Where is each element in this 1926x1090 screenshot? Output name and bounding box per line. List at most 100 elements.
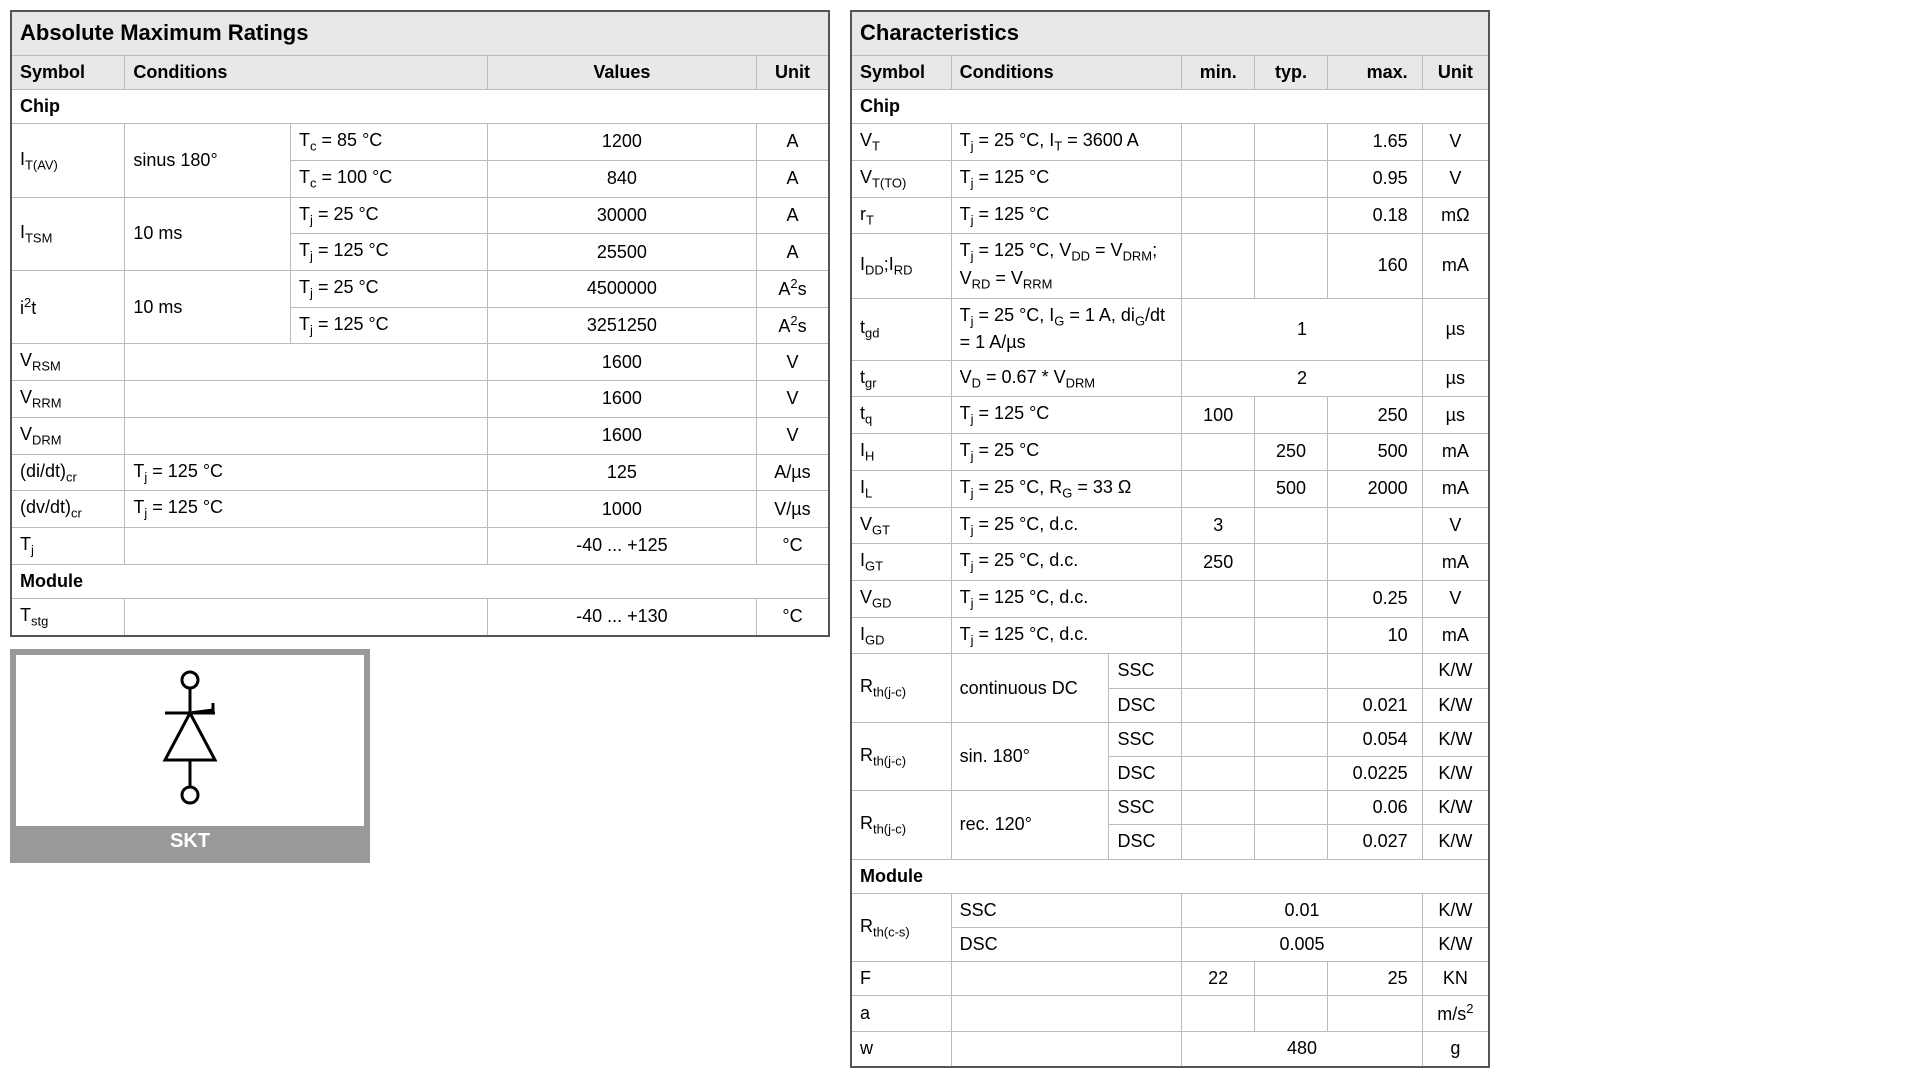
amr-row: ITSM10 msTj = 25 °C30000A <box>11 197 829 234</box>
char-row: IDD;IRDTj = 125 °C, VDD = VDRM; VRD = VR… <box>851 234 1489 298</box>
amr-symbol: (di/dt)cr <box>11 454 125 491</box>
amr-cond <box>125 344 487 381</box>
amr-title: Absolute Maximum Ratings <box>11 11 829 55</box>
char-symbol: F <box>851 962 951 996</box>
char-unit: K/W <box>1422 688 1489 722</box>
char-cond: Tj = 25 °C, d.c. <box>951 544 1182 581</box>
char-max: 0.054 <box>1327 722 1422 756</box>
char-h-symbol: Symbol <box>851 55 951 89</box>
char-unit: V <box>1422 580 1489 617</box>
char-row: VTTj = 25 °C, IT = 3600 A1.65V <box>851 124 1489 161</box>
amr-symbol: VRSM <box>11 344 125 381</box>
char-cond: Tj = 125 °C, d.c. <box>951 617 1182 654</box>
amr-value: 1200 <box>487 124 756 161</box>
char-max <box>1327 544 1422 581</box>
char-symbol: w <box>851 1032 951 1067</box>
char-cond2: SSC <box>1109 722 1182 756</box>
char-unit: V <box>1422 507 1489 544</box>
amr-unit: A2s <box>756 307 829 344</box>
amr-unit: A <box>756 124 829 161</box>
amr-unit: A <box>756 197 829 234</box>
char-title: Characteristics <box>851 11 1489 55</box>
char-cond1: sin. 180° <box>951 722 1109 790</box>
char-value-merged: 1 <box>1182 298 1422 360</box>
char-unit: µs <box>1422 360 1489 397</box>
char-cond2: SSC <box>1109 791 1182 825</box>
amr-unit: V <box>756 417 829 454</box>
char-max: 1.65 <box>1327 124 1422 161</box>
amr-cond2: Tj = 125 °C <box>291 234 488 271</box>
amr-value: 1600 <box>487 381 756 418</box>
char-typ <box>1255 617 1328 654</box>
amr-symbol: IT(AV) <box>11 124 125 197</box>
char-typ <box>1255 197 1328 234</box>
char-row: tgrVD = 0.67 * VDRM2µs <box>851 360 1489 397</box>
char-cond2: DSC <box>1109 756 1182 790</box>
amr-value: 1600 <box>487 417 756 454</box>
char-typ <box>1255 996 1328 1032</box>
characteristics-table: Characteristics Symbol Conditions min. t… <box>850 10 1490 1068</box>
char-min <box>1182 234 1255 298</box>
amr-value: 4500000 <box>487 271 756 308</box>
char-row: IHTj = 25 °C250500mA <box>851 434 1489 471</box>
char-typ: 250 <box>1255 434 1328 471</box>
amr-cond <box>125 381 487 418</box>
char-min <box>1182 654 1255 688</box>
char-max: 0.25 <box>1327 580 1422 617</box>
amr-value: 25500 <box>487 234 756 271</box>
amr-unit: A <box>756 160 829 197</box>
char-cond: SSC <box>951 893 1182 927</box>
char-unit: m/s2 <box>1422 996 1489 1032</box>
amr-symbol: ITSM <box>11 197 125 270</box>
amr-row: IT(AV)sinus 180°Tc = 85 °C1200A <box>11 124 829 161</box>
char-cond1: continuous DC <box>951 654 1109 722</box>
amr-cond1: 10 ms <box>125 271 291 344</box>
char-cond: Tj = 125 °C <box>951 397 1182 434</box>
amr-value: 30000 <box>487 197 756 234</box>
char-max: 250 <box>1327 397 1422 434</box>
amr-section-chip: Chip <box>11 89 829 123</box>
amr-unit: A2s <box>756 271 829 308</box>
amr-h-unit: Unit <box>756 55 829 89</box>
char-symbol: tgr <box>851 360 951 397</box>
amr-value: -40 ... +125 <box>487 528 756 565</box>
char-symbol: VT(TO) <box>851 160 951 197</box>
char-h-conditions: Conditions <box>951 55 1182 89</box>
char-h-max: max. <box>1327 55 1422 89</box>
char-row: VGDTj = 125 °C, d.c.0.25V <box>851 580 1489 617</box>
char-max <box>1327 996 1422 1032</box>
amr-unit: °C <box>756 598 829 635</box>
char-cond: Tj = 125 °C, d.c. <box>951 580 1182 617</box>
char-unit: K/W <box>1422 893 1489 927</box>
amr-h-conditions: Conditions <box>125 55 487 89</box>
char-value-merged: 0.005 <box>1182 927 1422 961</box>
amr-cond2: Tj = 25 °C <box>291 197 488 234</box>
char-symbol: IGT <box>851 544 951 581</box>
thyristor-icon <box>135 665 245 815</box>
amr-value: 1600 <box>487 344 756 381</box>
char-cond: DSC <box>951 927 1182 961</box>
char-symbol: IGD <box>851 617 951 654</box>
char-unit: V <box>1422 124 1489 161</box>
char-unit: K/W <box>1422 825 1489 859</box>
char-unit: mA <box>1422 617 1489 654</box>
char-row: tgdTj = 25 °C, IG = 1 A, diG/dt = 1 A/µs… <box>851 298 1489 360</box>
amr-symbol: (dv/dt)cr <box>11 491 125 528</box>
char-unit: K/W <box>1422 722 1489 756</box>
amr-cond2: Tc = 100 °C <box>291 160 488 197</box>
char-max: 0.95 <box>1327 160 1422 197</box>
char-min <box>1182 160 1255 197</box>
char-symbol: VGT <box>851 507 951 544</box>
amr-section-module: Module <box>11 564 829 598</box>
diagram-label: SKT <box>16 826 364 857</box>
char-row: VGTTj = 25 °C, d.c.3V <box>851 507 1489 544</box>
char-max: 0.0225 <box>1327 756 1422 790</box>
char-min <box>1182 722 1255 756</box>
amr-row: Tj-40 ... +125°C <box>11 528 829 565</box>
char-typ: 500 <box>1255 470 1328 507</box>
char-cond: Tj = 25 °C, IT = 3600 A <box>951 124 1182 161</box>
char-cond: Tj = 125 °C <box>951 160 1182 197</box>
char-min <box>1182 756 1255 790</box>
char-symbol: IL <box>851 470 951 507</box>
amr-unit: A <box>756 234 829 271</box>
